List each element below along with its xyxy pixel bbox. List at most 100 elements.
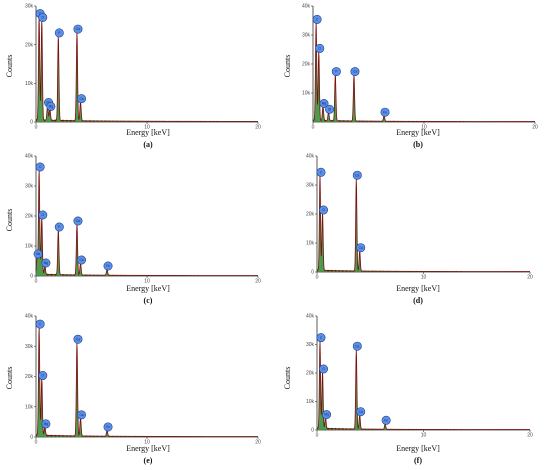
peak-marker-o [38, 210, 48, 220]
peak-label-c: C [39, 165, 42, 169]
peak-marker-ca [73, 24, 83, 34]
x-tick-label-d: 0 [316, 275, 319, 281]
peak-marker-mg [322, 410, 332, 420]
x-tick-label-e: 0 [35, 440, 38, 446]
spectrum-fill-d [317, 174, 530, 272]
y-axis-label-c: Counts [5, 209, 14, 232]
peak-label-ca: Ca [76, 337, 80, 341]
panel-caption-c: (c) [144, 296, 153, 305]
spectrum-line-f [316, 340, 530, 430]
panel-a: 010k20k30k01020COPCaNaMgCaEnergy [keV](a… [25, 4, 261, 149]
y-tick-label-f: 30k [306, 342, 315, 348]
panel-caption-a: (a) [143, 140, 153, 149]
peak-label-fe: Fe [384, 418, 388, 422]
peak-marker-ca [73, 216, 83, 226]
x-tick-label-f: 20 [527, 433, 533, 439]
y-tick-label-f: 20k [306, 371, 315, 377]
y-tick-label-d: 40k [306, 154, 315, 160]
peak-marker-mg [41, 258, 51, 268]
peak-label-fe: Fe [106, 264, 110, 268]
x-axis-label-d: Energy [keV] [396, 284, 440, 293]
panel-e: 0 10k 20k 30k 40k 0 10 20 C O Ca Mg Ca Fe Energy [keV]… [25, 314, 261, 465]
peak-label-ca: Ca [355, 173, 359, 177]
panel-caption-d: (d) [413, 296, 423, 305]
x-tick-label-f: 10 [421, 433, 427, 439]
spectrum-fill-f [317, 340, 530, 430]
peak-label-ca: Ca [359, 246, 363, 250]
y-tick-label-c: 10k [25, 244, 34, 250]
peak-label-mg: Mg [324, 413, 329, 417]
panel-caption-b: (b) [413, 140, 423, 149]
peak-marker-p [331, 67, 341, 77]
y-tick-label-a: 10k [25, 81, 34, 87]
spectrum-fill-b [313, 22, 535, 122]
x-axis-label-b: Energy [keV] [396, 128, 440, 137]
spectrum-line-b [312, 22, 535, 122]
panel-caption-f: (f) [414, 456, 422, 465]
x-tick-label-e: 20 [255, 440, 261, 446]
x-tick-label-d: 10 [421, 275, 427, 281]
peak-marker-ca [356, 243, 366, 253]
peak-label-ca: Ca [353, 70, 357, 74]
y-tick-label-b: 30k [302, 33, 311, 39]
peak-label-o: O [322, 208, 325, 212]
x-tick-label-f: 0 [316, 433, 319, 439]
peak-label-c: C [316, 18, 319, 22]
peak-marker-ca [73, 334, 83, 344]
peak-marker-o [319, 205, 329, 215]
peak-label-mg: Mg [44, 422, 49, 426]
spectrum-line-d [316, 174, 530, 272]
y-tick-label-e: 40k [25, 314, 34, 320]
peak-marker-mg [46, 101, 56, 111]
y-tick-label-d: 20k [306, 212, 315, 218]
peak-marker-ca [356, 407, 366, 417]
peak-marker-ca [77, 255, 87, 265]
peak-marker-p [54, 222, 64, 232]
peak-marker-ca [350, 67, 360, 77]
y-tick-label-e: 20k [25, 374, 34, 380]
peak-marker-c [316, 333, 326, 343]
y-tick-label-c: 20k [25, 214, 34, 220]
peak-marker-c [35, 162, 45, 172]
y-tick-label-f: 10k [306, 399, 315, 405]
x-tick-label-a: 20 [255, 125, 261, 131]
spectrum-line-c [35, 169, 258, 276]
peak-label-o: O [319, 47, 322, 51]
peak-label-ca: Ca [79, 413, 83, 417]
y-tick-label-d: 0 [311, 270, 314, 276]
y-axis-label-e: Counts [5, 367, 14, 390]
y-tick-label-b: 10k [302, 91, 311, 97]
x-axis-label-a: Energy [keV] [126, 128, 170, 137]
spectrum-fill-a [36, 15, 258, 122]
peak-label-si: Si [328, 107, 331, 111]
peak-label-p: P [58, 225, 60, 229]
panel-d: 0 10k 20k 30k 40k 0 10 20 C O Ca Ca Energy [keV] (d) [306, 154, 533, 305]
peak-marker-o [38, 371, 48, 381]
y-tick-label-e: 30k [25, 344, 34, 350]
peak-label-fe: Fe [106, 425, 110, 429]
panel-f: 0 10k 20k 30k 40k 0 10 20 C O Ca Mg Ca Fe Energy [keV]… [306, 314, 533, 465]
peak-marker-mg [319, 99, 329, 109]
peak-marker-c [312, 14, 322, 24]
y-tick-label-c: 0 [30, 274, 33, 280]
peak-label-o: O [322, 367, 325, 371]
spectrum-line-a [35, 15, 258, 122]
spectrum-line-e [35, 326, 258, 437]
peak-label-ca: Ca [79, 258, 83, 262]
peak-label-ca: Ca [359, 410, 363, 414]
peak-label-o: O [42, 374, 45, 378]
peak-marker-c [35, 319, 45, 329]
peak-marker-fe [103, 422, 113, 432]
panel-c: 0 10k 20k 30k 40k 0 10 20 C O P Ca Na Mg Ca Fe Energy [k… [25, 154, 261, 305]
y-tick-label-b: 20k [302, 62, 311, 68]
peak-label-c: C [320, 336, 323, 340]
y-tick-label-a: 20k [25, 42, 34, 48]
peak-marker-p [54, 28, 64, 38]
x-tick-label-b: 20 [532, 125, 538, 131]
y-tick-label-b: 40k [302, 4, 311, 10]
peak-label-ca: Ca [76, 27, 80, 31]
y-tick-label-c: 30k [25, 184, 34, 190]
x-tick-label-c: 20 [255, 279, 261, 285]
